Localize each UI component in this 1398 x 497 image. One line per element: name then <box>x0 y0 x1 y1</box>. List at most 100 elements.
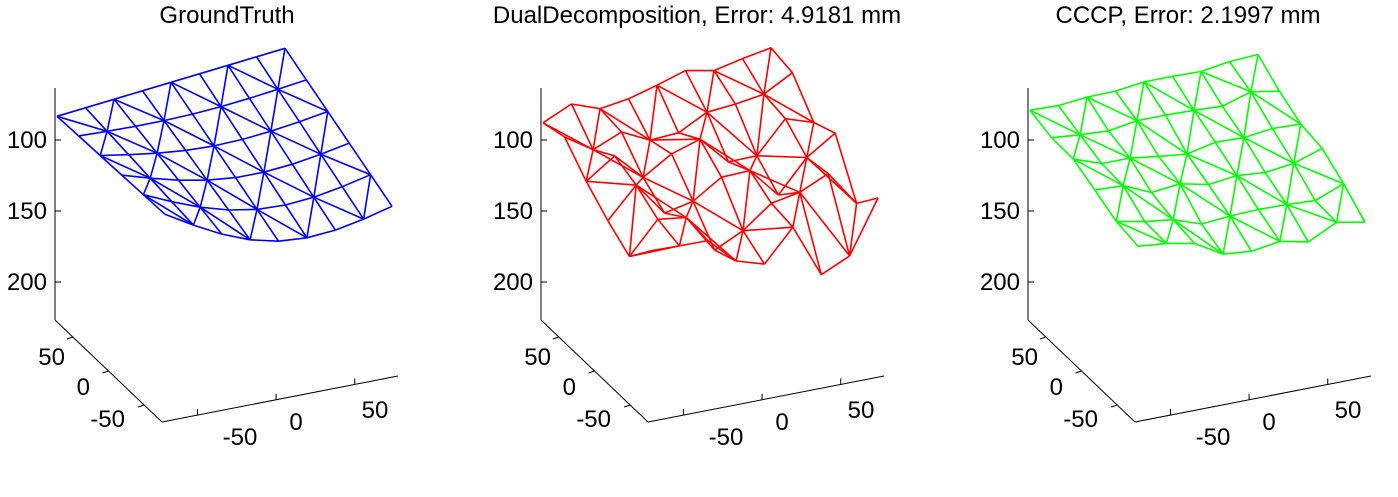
mesh-edge <box>1130 155 1159 159</box>
mesh-edge <box>685 216 737 262</box>
mesh-edge <box>1214 141 1238 177</box>
mesh-edge <box>255 56 279 90</box>
mesh-edge <box>1164 114 1188 155</box>
mesh-edge <box>706 111 758 157</box>
mesh-edge <box>1194 242 1224 255</box>
mesh-edge <box>827 173 858 204</box>
y-tick-label: 0 <box>77 374 90 401</box>
y-tick-label: -50 <box>90 406 125 433</box>
mesh-edge <box>1150 192 1174 221</box>
mesh-edge <box>763 47 772 95</box>
mesh-edge <box>1136 81 1145 121</box>
mesh-edge <box>184 149 208 181</box>
mesh-edge <box>1172 219 1196 245</box>
y-tick-mark <box>66 336 73 340</box>
mesh-edge <box>678 111 708 134</box>
mesh-edge <box>1072 158 1124 187</box>
y-tick-mark <box>1039 336 1046 340</box>
mesh-edge <box>1158 153 1188 158</box>
mesh-edge <box>1250 91 1302 125</box>
mesh-edge <box>599 108 651 141</box>
mesh-edge <box>298 121 322 155</box>
mesh-edge <box>678 217 687 247</box>
mesh-edge <box>657 216 687 221</box>
mesh-edge <box>248 97 272 132</box>
mesh-edge <box>777 157 808 196</box>
mesh-edge <box>1122 157 1131 186</box>
mesh-edge <box>306 197 315 238</box>
mesh-edge <box>785 117 814 124</box>
mesh-edge <box>1200 70 1252 93</box>
mesh-edge <box>256 208 308 239</box>
mesh-edge <box>678 132 701 140</box>
mesh-edge <box>198 73 222 108</box>
mesh-edge <box>827 173 851 257</box>
x-tick-label: 50 <box>1335 397 1362 424</box>
mesh-edge <box>1264 172 1288 206</box>
mesh-edge <box>542 103 572 124</box>
mesh-edge <box>806 132 836 159</box>
mesh-edge <box>1193 105 1223 112</box>
mesh-edge <box>735 93 765 105</box>
mesh-edge <box>1193 109 1217 143</box>
mesh-edge <box>1221 105 1245 139</box>
mesh-edge <box>649 132 679 141</box>
mesh-edge <box>56 107 86 118</box>
mesh-edge <box>193 224 223 235</box>
mesh-edge <box>78 130 108 137</box>
mesh-edge <box>369 174 393 207</box>
mesh-edge <box>1180 183 1209 186</box>
mesh-edge <box>1107 130 1131 159</box>
mesh-edge <box>1115 185 1124 222</box>
mesh-edge <box>1335 183 1345 223</box>
mesh-edge <box>756 118 787 157</box>
mesh-edge <box>1293 147 1323 165</box>
mesh-edge <box>171 201 194 226</box>
z-tick-label: 200 <box>493 269 533 296</box>
mesh-edge <box>1229 53 1259 63</box>
mesh-edge <box>1222 215 1231 255</box>
mesh-edge <box>363 205 393 220</box>
mesh-edge <box>699 138 723 178</box>
mesh-edge <box>1186 153 1210 185</box>
mesh-edge <box>571 103 601 110</box>
subplot-title: DualDecomposition, Error: 4.9181 mm <box>492 2 902 29</box>
subplot-title: CCCP, Error: 2.1997 mm <box>1055 2 1321 29</box>
y-tick-label: 50 <box>38 344 65 371</box>
mesh-edge <box>1278 90 1302 125</box>
mesh-edge <box>305 79 329 112</box>
mesh-edge <box>1286 199 1316 206</box>
mesh-edge <box>270 120 300 132</box>
mesh-edge <box>799 172 829 193</box>
surface-mesh <box>56 47 393 242</box>
mesh-edge <box>1179 183 1231 217</box>
mesh-edge <box>249 209 258 240</box>
mesh-edge <box>220 106 244 140</box>
mesh-edge <box>792 226 822 276</box>
mesh-edge <box>199 64 229 75</box>
mesh-edge <box>106 130 158 154</box>
mesh-edge <box>848 203 858 257</box>
x-tick-label: 0 <box>289 409 302 436</box>
mesh-edge <box>1172 183 1181 220</box>
mesh-edge <box>234 177 258 210</box>
mesh-edge <box>564 136 594 151</box>
mesh-edge <box>163 82 172 121</box>
mesh-edge <box>679 239 708 247</box>
z-tick-label: 100 <box>493 127 533 154</box>
subplot-dual-decomposition: DualDecomposition, Error: 4.9181 mm 200 1… <box>486 0 946 497</box>
mesh-edge <box>185 145 215 152</box>
mesh-edge <box>628 218 659 257</box>
mesh-edge <box>1079 134 1103 164</box>
mesh-edge <box>1072 158 1096 191</box>
mesh-edge <box>1029 104 1059 111</box>
mesh-edge <box>1279 240 1309 243</box>
mesh-edge <box>763 226 794 265</box>
mesh-edge <box>320 153 343 188</box>
mesh-edge <box>592 108 601 150</box>
mesh-edge <box>134 125 158 154</box>
mesh-edge <box>192 206 201 226</box>
mesh-edge <box>206 179 230 211</box>
x-tick-label: -50 <box>709 424 744 451</box>
mesh-edge <box>278 237 307 242</box>
